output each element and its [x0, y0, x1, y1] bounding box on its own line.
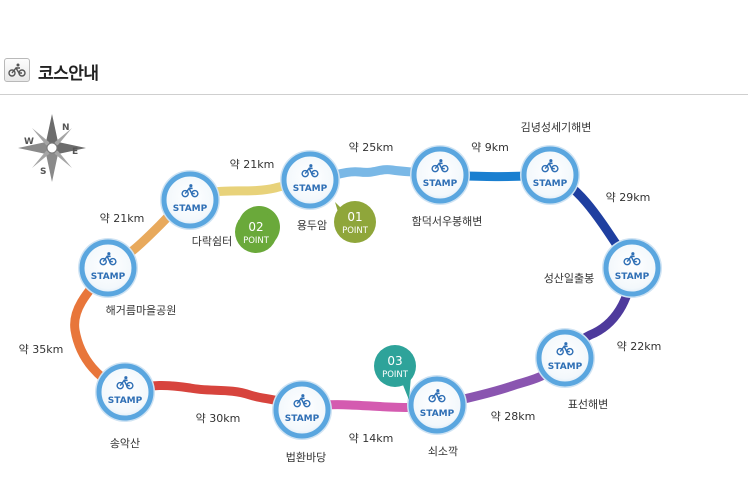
stamp-label: STAMP [423, 179, 458, 189]
station-label-yongduam: 용두암 [297, 219, 327, 232]
compass-w: W [24, 137, 34, 147]
point-marker-02[interactable]: 02 POINT [235, 206, 280, 253]
station-label-haegeoreum: 해거름마을공원 [106, 303, 177, 317]
point-marker-01[interactable]: 01 POINT [334, 201, 376, 243]
stamp-label: STAMP [548, 362, 583, 372]
distance-label-1: 약 21km [230, 157, 275, 171]
compass-s: S [40, 167, 46, 177]
stamp-label: STAMP [533, 179, 568, 189]
point-number: 03 [387, 354, 402, 368]
distance-label-6: 약 28km [491, 409, 536, 423]
stamp-songaksan[interactable]: STAMP [95, 362, 155, 422]
stamp-label: STAMP [420, 409, 455, 419]
stamp-dalak[interactable]: STAMP [160, 170, 220, 230]
stamp-seongsan[interactable]: STAMP [602, 238, 662, 298]
page-title: 코스안내 [38, 64, 99, 84]
distance-label-9: 약 35km [19, 342, 64, 356]
distance-label-7: 약 14km [349, 431, 394, 445]
point-label: POINT [382, 370, 409, 380]
bicycle-icon [4, 58, 30, 82]
stamp-label: STAMP [293, 184, 328, 194]
station-label-hamdeok: 함덕서우봉해변 [412, 214, 483, 228]
compass-e: E [72, 147, 78, 157]
point-number: 02 [248, 220, 263, 234]
stamp-label: STAMP [91, 272, 126, 282]
stamp-soesokkak[interactable]: STAMP [407, 375, 467, 435]
station-label-beophwan: 법환바당 [286, 451, 326, 464]
stamp-hamdeok[interactable]: STAMP [410, 145, 470, 205]
stamp-label: STAMP [108, 396, 143, 406]
station-label-seongsan: 성산일출봉 [544, 271, 595, 285]
point-marker-03[interactable]: 03 POINT [374, 345, 416, 400]
distance-label-4: 약 29km [606, 190, 651, 204]
stamp-haegeoreum[interactable]: STAMP [78, 238, 138, 298]
stamp-label: STAMP [615, 272, 650, 282]
compass-n: N [62, 123, 70, 133]
distance-label-5: 약 22km [617, 339, 662, 353]
page-header: 코스안내 [0, 52, 748, 95]
stamp-pyoseon[interactable]: STAMP [535, 328, 595, 388]
stamp-yongduam[interactable]: STAMP [280, 150, 340, 210]
point-label: POINT [342, 226, 369, 236]
station-label-soesokkak: 쇠소깍 [428, 445, 458, 458]
stamp-gimnyeong[interactable]: STAMP [520, 145, 580, 205]
stamp-label: STAMP [285, 414, 320, 424]
route-segment-8 [120, 380, 307, 415]
station-label-gimnyeong: 김녕성세기해변 [521, 120, 592, 134]
point-number: 01 [347, 210, 362, 224]
distance-label-10: 약 21km [100, 211, 145, 225]
distance-label-3: 약 9km [471, 140, 509, 154]
distance-label-2: 약 25km [349, 140, 394, 154]
distance-label-8: 약 30km [196, 411, 241, 425]
stamp-label: STAMP [173, 204, 208, 214]
compass-icon: N W E S [18, 114, 86, 182]
station-label-dalak: 다락쉼터 [192, 235, 232, 248]
station-label-pyoseon: 표선해변 [568, 397, 608, 411]
station-label-songaksan: 송악산 [110, 437, 140, 450]
stamp-beophwan[interactable]: STAMP [272, 380, 332, 440]
point-label: POINT [243, 236, 270, 246]
